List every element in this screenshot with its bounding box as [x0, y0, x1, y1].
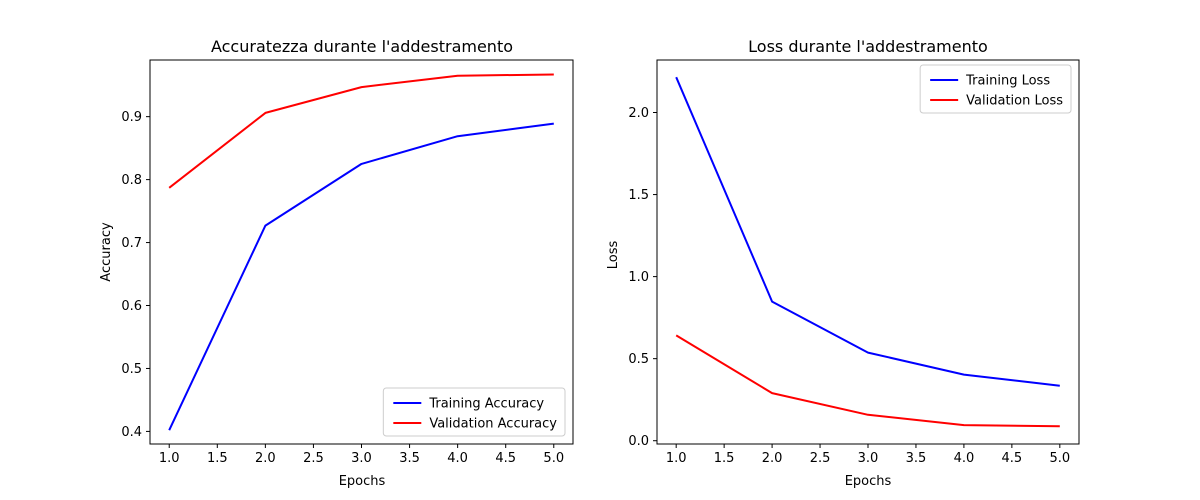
accuracy-x-tick-label: 2.0 [255, 451, 276, 466]
loss-x-tick-label: 2.5 [810, 451, 831, 466]
accuracy-y-tick-label: 0.5 [121, 362, 142, 377]
loss-legend: Training Loss Validation Loss [919, 64, 1072, 114]
accuracy-x-tick-label: 4.0 [447, 451, 468, 466]
accuracy-x-tick-label: 3.5 [399, 451, 420, 466]
loss-x-tick-label: 1.0 [666, 451, 687, 466]
accuracy-x-tick-label: 5.0 [543, 451, 564, 466]
loss-legend-label-2: Validation Loss [966, 94, 1063, 109]
loss-x-tick-label: 4.5 [1002, 451, 1023, 466]
loss-y-tick-label: 0.0 [628, 434, 649, 449]
loss-y-tick-label: 0.5 [628, 352, 649, 367]
loss-series-line-1 [675, 76, 1060, 387]
loss-x-tick-label: 3.0 [858, 451, 879, 466]
accuracy-y-tick-label: 0.9 [121, 110, 142, 125]
loss-x-tick-label: 4.0 [954, 451, 975, 466]
accuracy-chart-title: Accuratezza durante l'addestramento [211, 37, 513, 56]
accuracy-x-axis-label: Epochs [339, 474, 386, 489]
accuracy-legend-label-1: Training Accuracy [428, 397, 544, 412]
loss-chart-title: Loss durante l'addestramento [748, 37, 988, 56]
accuracy-y-tick-label: 0.4 [121, 425, 142, 440]
loss-plot-area: 1.0 1.5 2.0 2.5 3.0 3.5 4.0 4.5 5.0 0.0 0.5 1.0 1.5 2… [628, 59, 1080, 466]
accuracy-x-tick-label: 2.5 [303, 451, 324, 466]
accuracy-plot-area: 1.0 1.5 2.0 2.5 3.0 3.5 4.0 4.5 5.0 0.4 0.5 0.6 0.7 0… [121, 59, 574, 466]
loss-x-tick-label: 3.5 [906, 451, 927, 466]
accuracy-x-tick-label: 3.0 [351, 451, 372, 466]
accuracy-legend-label-2: Validation Accuracy [429, 417, 557, 432]
accuracy-y-tick-label: 0.8 [121, 173, 142, 188]
loss-chart: Loss durante l'addestramento 1.0 1.5 2.0 2.… [606, 37, 1080, 489]
loss-x-axis-label: Epochs [845, 474, 892, 489]
loss-y-axis-label: Loss [606, 241, 621, 270]
loss-y-tick-label: 1.0 [628, 270, 649, 285]
accuracy-legend-box [382, 387, 566, 437]
accuracy-y-tick-label: 0.6 [121, 299, 142, 314]
loss-x-tick-label: 1.5 [714, 451, 735, 466]
loss-y-tick-label: 2.0 [628, 106, 649, 121]
accuracy-legend: Training Accuracy Validation Accuracy [382, 387, 566, 437]
loss-series-line-2 [675, 334, 1060, 428]
accuracy-series-line-1 [168, 122, 554, 431]
loss-y-tick-label: 1.5 [628, 188, 649, 203]
loss-x-tick-label: 2.0 [762, 451, 783, 466]
accuracy-series-line-2 [168, 73, 554, 189]
accuracy-x-tick-label: 4.5 [495, 451, 516, 466]
loss-x-tick-label: 5.0 [1049, 451, 1070, 466]
accuracy-x-tick-label: 1.5 [207, 451, 228, 466]
accuracy-chart: Accuratezza durante l'addestramento 1.0 1… [99, 37, 574, 489]
loss-legend-label-1: Training Loss [965, 74, 1050, 89]
accuracy-y-axis-label: Accuracy [99, 222, 114, 282]
accuracy-y-tick-label: 0.7 [121, 236, 142, 251]
accuracy-x-tick-label: 1.0 [159, 451, 180, 466]
